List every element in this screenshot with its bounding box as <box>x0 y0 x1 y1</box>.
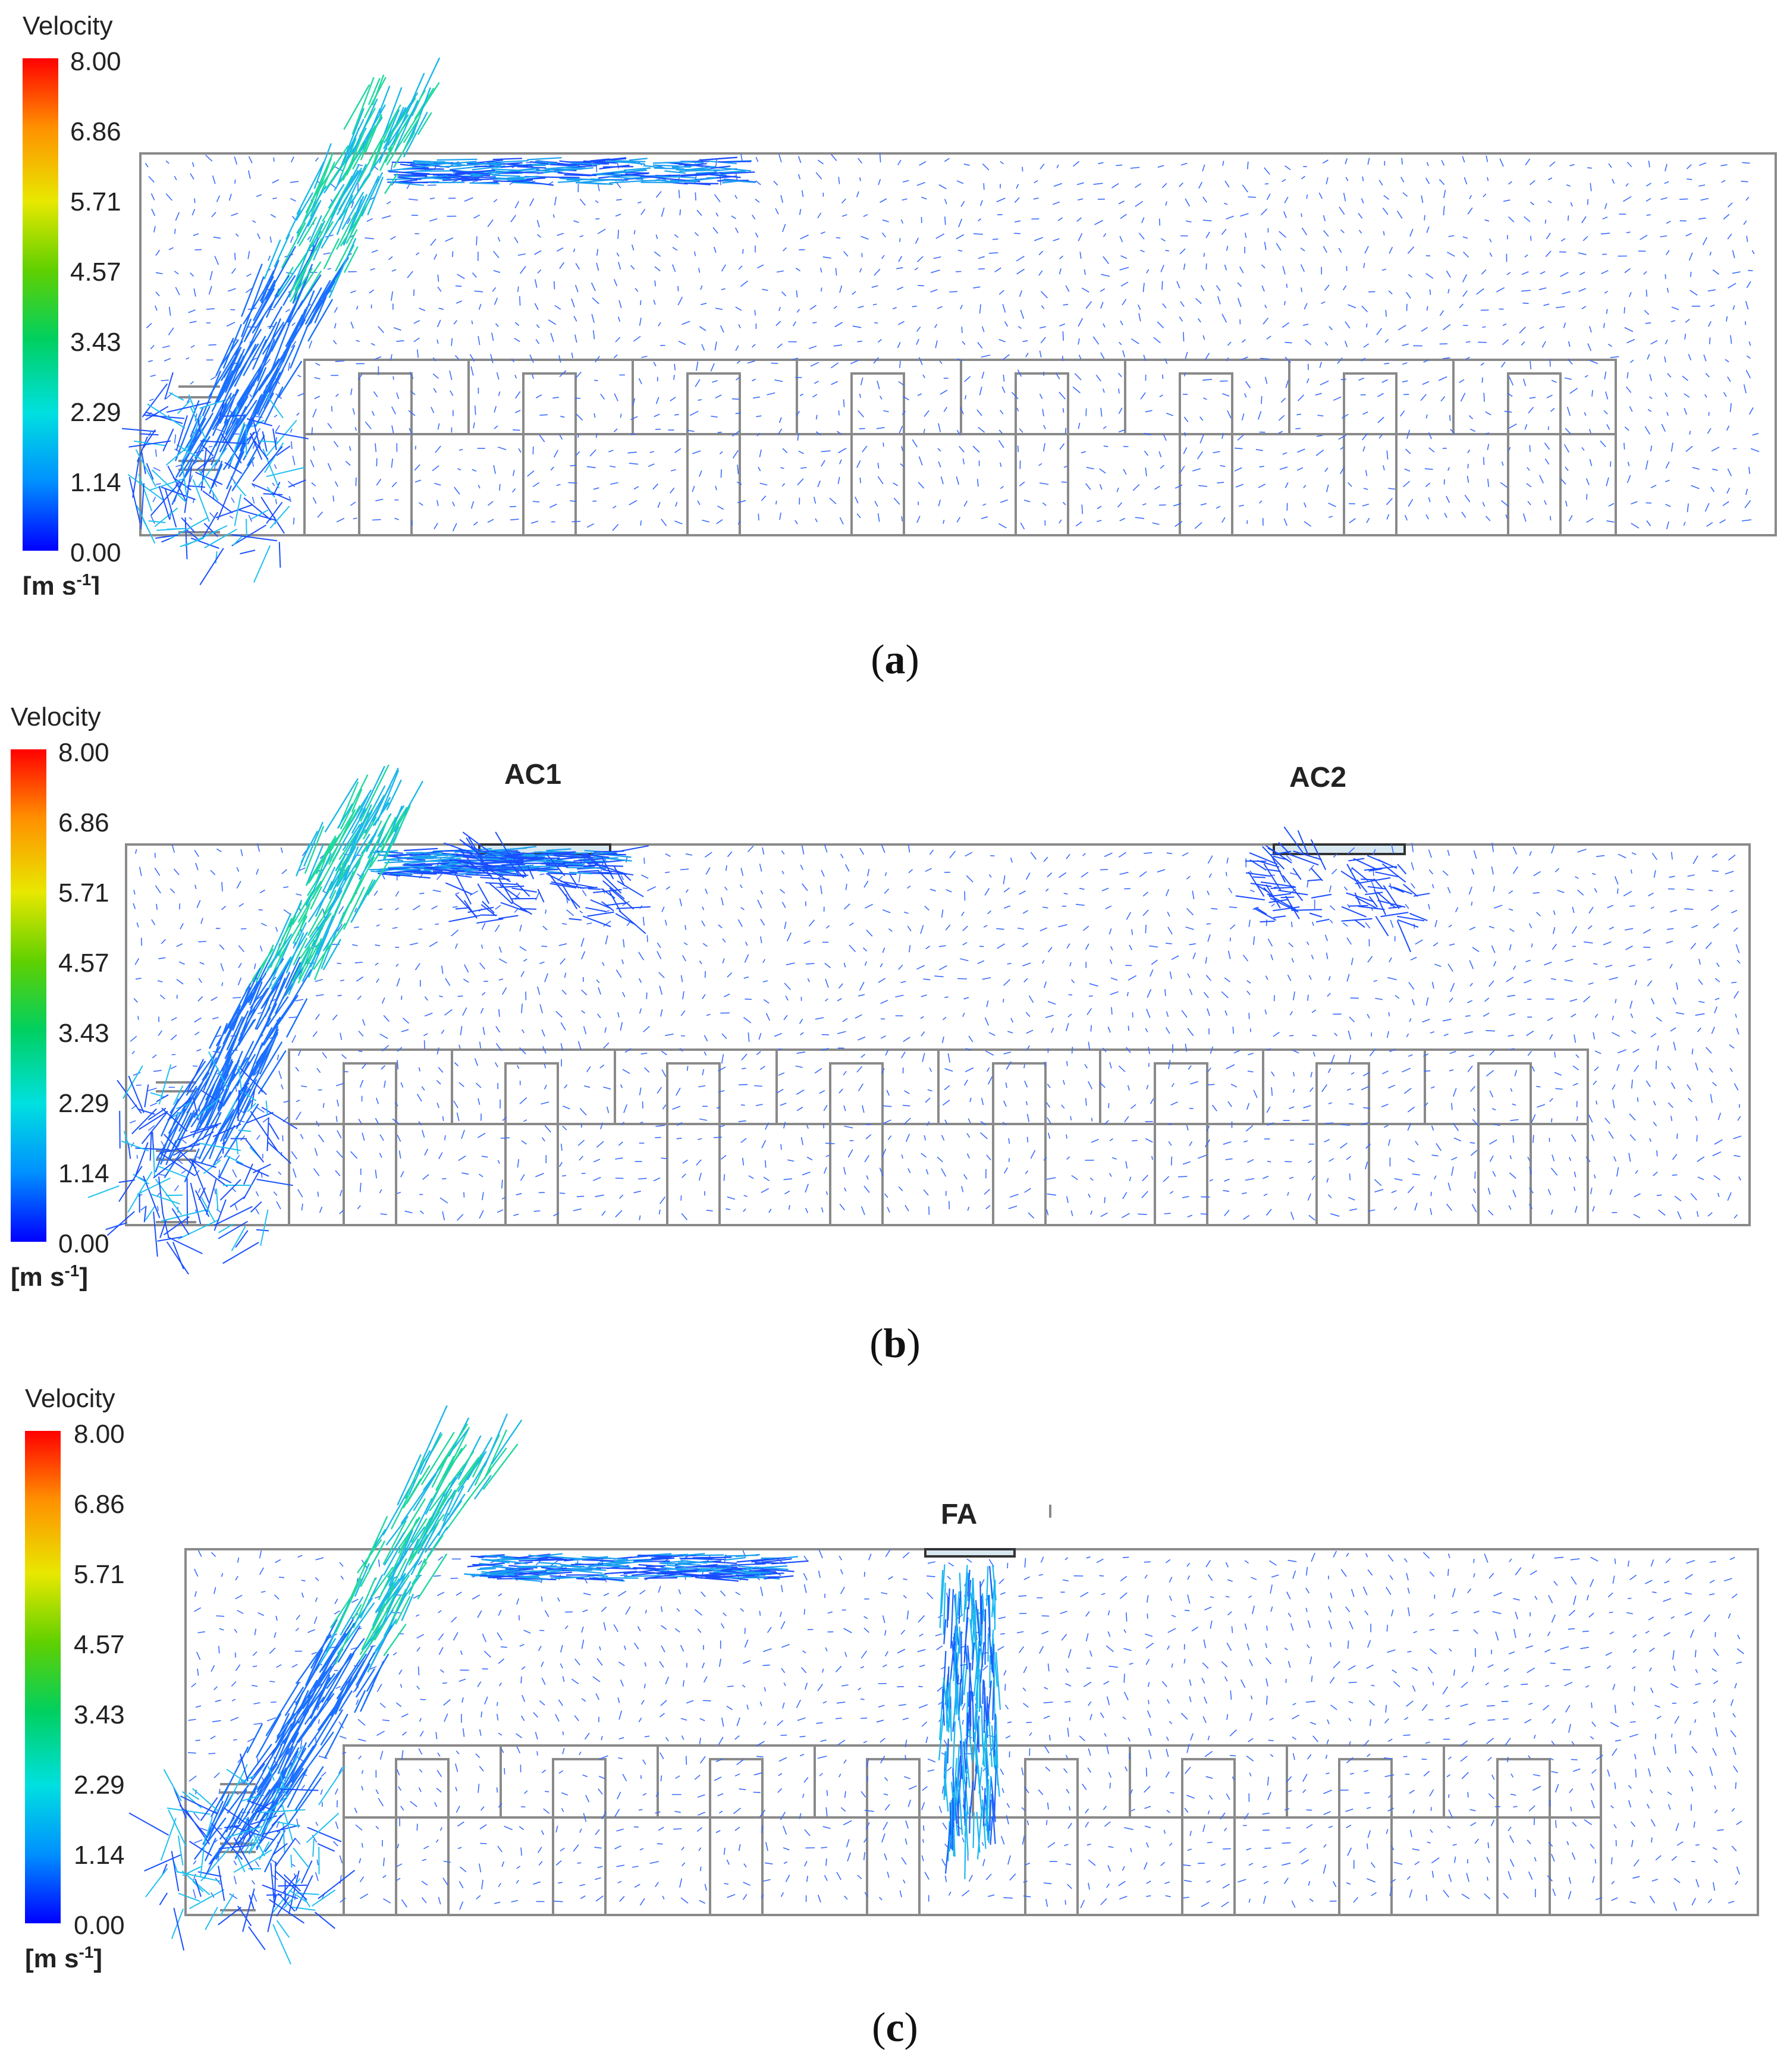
velocity-vectors <box>121 57 1760 585</box>
color-bar <box>23 58 58 551</box>
panel-c: Velocity 8.00 6.86 5.71 4.57 3.43 2.29 1… <box>0 1386 1790 2051</box>
ac-units <box>478 843 1406 855</box>
legend-tick-label: 5.71 <box>58 878 109 908</box>
legend-tick-label: 4.57 <box>74 1630 125 1659</box>
ac2-unit <box>1273 843 1406 855</box>
legend-tick-label: 0.00 <box>70 538 121 567</box>
ac1-label: AC1 <box>504 759 561 790</box>
legend-tick-label: 2.29 <box>70 398 121 427</box>
velocity-vectors <box>87 764 1742 1275</box>
fa-label: FA <box>941 1499 977 1530</box>
legend-tick-label: 3.43 <box>70 328 121 357</box>
legend-tick-label: 8.00 <box>70 47 121 76</box>
legend-title: Velocity <box>25 1386 115 1413</box>
legend-tick-label: 3.43 <box>74 1700 125 1729</box>
color-bar <box>25 1431 61 1923</box>
fa-unit <box>924 1548 1016 1558</box>
legend-tick-label: 6.86 <box>70 117 121 146</box>
velocity-field-a: Velocity 8.00 6.86 5.71 4.57 3.43 2.29 1… <box>23 11 1777 595</box>
panel-b: Velocity 8.00 6.86 5.71 4.57 3.43 2.29 1… <box>0 702 1790 1367</box>
legend-tick-label: 4.57 <box>70 258 121 287</box>
color-bar <box>11 749 46 1242</box>
legend-title: Velocity <box>11 702 101 732</box>
legend-ticks: 8.00 6.86 5.71 4.57 3.43 2.29 1.14 0.00 <box>74 1420 125 1940</box>
caption-b: (b) <box>869 1321 921 1367</box>
caption-c: (c) <box>872 2005 918 2051</box>
legend-tick-label: 1.14 <box>74 1841 125 1870</box>
legend-tick-label: 5.71 <box>74 1560 125 1589</box>
legend-unit: [m s-1] <box>25 1943 102 1973</box>
legend-tick-label: 8.00 <box>58 738 109 767</box>
caption-a: (a) <box>871 637 919 683</box>
legend-title: Velocity <box>23 11 113 40</box>
legend-tick-label: 2.29 <box>74 1770 125 1800</box>
legend-tick-label: 1.14 <box>58 1159 109 1188</box>
legend-unit: [m s-1] <box>11 1261 88 1292</box>
legend-tick-label: 8.00 <box>74 1420 125 1449</box>
legend-ticks: 8.00 6.86 5.71 4.57 3.43 2.29 1.14 0.00 <box>58 738 109 1258</box>
velocity-field-b: Velocity 8.00 6.86 5.71 4.57 3.43 2.29 1… <box>11 702 1751 1292</box>
legend-tick-label: 5.71 <box>70 187 121 216</box>
panel-a: Velocity 8.00 6.86 5.71 4.57 3.43 2.29 1… <box>0 0 1790 683</box>
ac2-label: AC2 <box>1289 762 1346 793</box>
legend-tick-label: 1.14 <box>70 468 121 497</box>
legend-tick-label: 6.86 <box>74 1490 125 1519</box>
legend-tick-label: 0.00 <box>58 1229 109 1258</box>
legend-tick-label: 2.29 <box>58 1089 109 1118</box>
room-geometry <box>125 843 1751 1226</box>
legend-tick-label: 6.86 <box>58 808 109 837</box>
velocity-vectors <box>128 1405 1744 1965</box>
legend-unit: [m s-1] <box>23 570 100 595</box>
room-geometry <box>139 152 1777 536</box>
legend-tick-label: 0.00 <box>74 1911 125 1940</box>
legend-tick-label: 3.43 <box>58 1019 109 1048</box>
legend-tick-label: 4.57 <box>58 949 109 978</box>
velocity-field-c: Velocity 8.00 6.86 5.71 4.57 3.43 2.29 1… <box>25 1386 1759 1973</box>
legend-ticks: 8.00 6.86 5.71 4.57 3.43 2.29 1.14 0.00 <box>70 47 121 567</box>
